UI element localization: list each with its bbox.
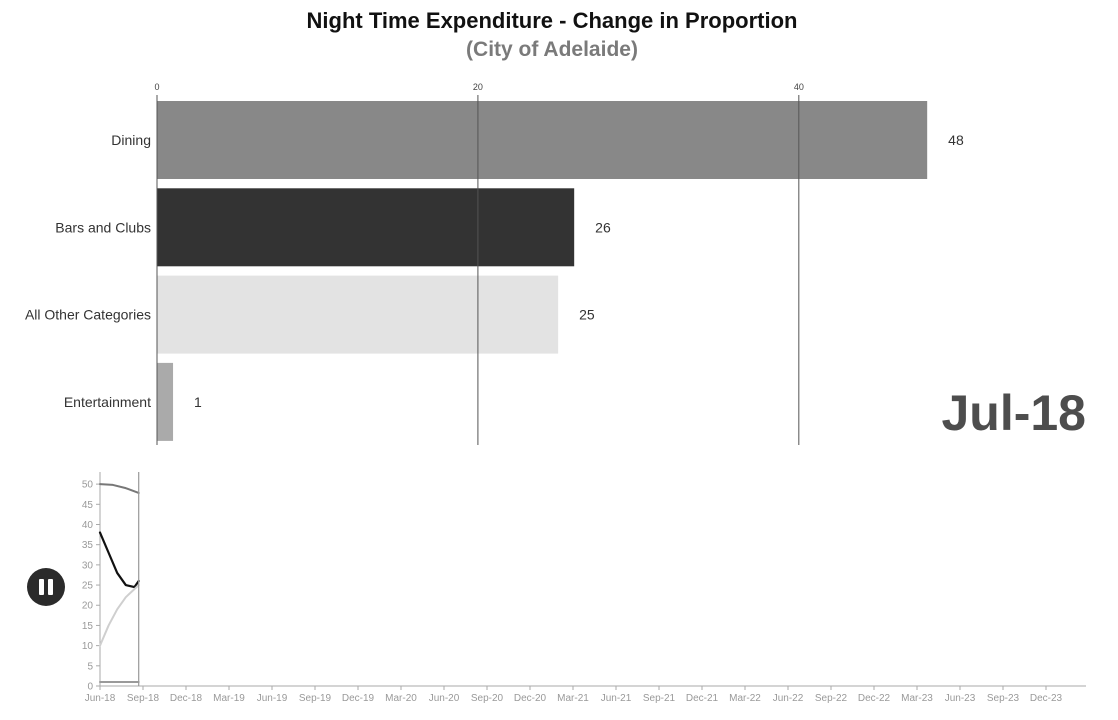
y-tick-label: 10 bbox=[82, 641, 94, 652]
bar-entertainment bbox=[157, 362, 174, 441]
y-tick-label: 35 bbox=[82, 540, 94, 551]
category-label: Dining bbox=[111, 132, 151, 148]
y-tick-label: 15 bbox=[82, 621, 94, 632]
x-tick-label: Dec-19 bbox=[342, 693, 375, 704]
x-tick-label: Sep-18 bbox=[127, 693, 160, 704]
x-tick-label: Dec-23 bbox=[1030, 693, 1063, 704]
bar-chart: Dining 48 Bars and Clubs 26 All Other Catego… bbox=[25, 82, 964, 445]
x-tick-label: Jun-18 bbox=[85, 693, 116, 704]
x-tick-label: Sep-21 bbox=[643, 693, 676, 704]
category-label: Entertainment bbox=[64, 394, 151, 410]
x-tick-label: Dec-21 bbox=[686, 693, 719, 704]
y-tick-label: 50 bbox=[82, 480, 94, 491]
x-tick-label: Mar-19 bbox=[213, 693, 245, 704]
current-period-label: Jul-18 bbox=[941, 385, 1086, 441]
x-tick-label: Jun-21 bbox=[601, 693, 632, 704]
value-label: 26 bbox=[595, 219, 611, 235]
value-label: 48 bbox=[948, 132, 964, 148]
category-label: All Other Categories bbox=[25, 307, 151, 323]
chart-title: Night Time Expenditure - Change in Propo… bbox=[306, 8, 798, 33]
x-tick-label: Sep-22 bbox=[815, 693, 848, 704]
y-tick-label: 20 bbox=[82, 601, 94, 612]
y-tick-label: 30 bbox=[82, 560, 94, 571]
x-tick-label: Dec-18 bbox=[170, 693, 203, 704]
x-tick-label: Jun-19 bbox=[257, 693, 288, 704]
x-tick-label: Sep-19 bbox=[299, 693, 332, 704]
x-tick-label: Mar-23 bbox=[901, 693, 933, 704]
x-tick-label: 0 bbox=[154, 82, 159, 92]
chart-subtitle: (City of Adelaide) bbox=[466, 38, 638, 61]
y-tick-label: 25 bbox=[82, 581, 94, 592]
x-tick-label: Sep-20 bbox=[471, 693, 504, 704]
x-tick-label: 20 bbox=[473, 82, 483, 92]
x-tick-label: 40 bbox=[794, 82, 804, 92]
y-tick-label: 5 bbox=[87, 661, 93, 672]
x-tick-label: Mar-22 bbox=[729, 693, 761, 704]
x-tick-label: Sep-23 bbox=[987, 693, 1020, 704]
y-tick-label: 0 bbox=[87, 682, 93, 693]
y-tick-label: 40 bbox=[82, 520, 94, 531]
value-label: 25 bbox=[579, 307, 595, 323]
x-tick-label: Jun-22 bbox=[773, 693, 804, 704]
x-tick-label: Mar-20 bbox=[385, 693, 417, 704]
x-tick-label: Dec-20 bbox=[514, 693, 547, 704]
x-tick-label: Mar-21 bbox=[557, 693, 589, 704]
pause-button[interactable] bbox=[27, 568, 65, 606]
y-tick-label: 45 bbox=[82, 500, 94, 511]
x-tick-label: Dec-22 bbox=[858, 693, 891, 704]
series-line-dining bbox=[99, 483, 140, 494]
value-label: 1 bbox=[194, 394, 202, 410]
x-tick-label: Jun-23 bbox=[945, 693, 976, 704]
x-tick-label: Jun-20 bbox=[429, 693, 460, 704]
series-line-all-other-categories bbox=[99, 584, 140, 647]
category-label: Bars and Clubs bbox=[55, 219, 151, 235]
series-line-bars-and-clubs bbox=[98, 531, 140, 589]
bar-all-other-categories bbox=[157, 275, 559, 354]
bar-bars-and-clubs bbox=[157, 188, 575, 267]
